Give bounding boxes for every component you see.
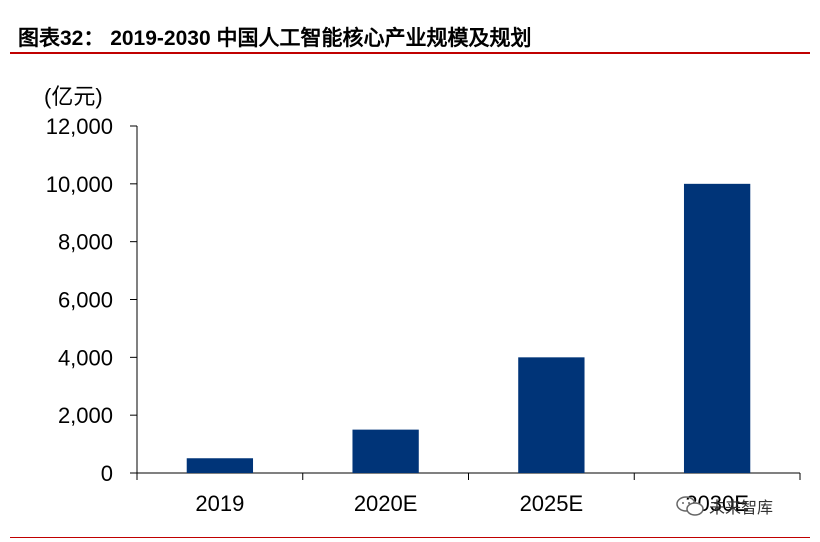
- wechat-icon: [676, 496, 704, 516]
- watermark: 未来智库: [675, 493, 773, 519]
- bar: [518, 357, 585, 473]
- footer-divider: [10, 537, 810, 538]
- x-tick-label: 2020E: [354, 491, 418, 516]
- x-tick-label: 2019: [195, 491, 244, 516]
- chart-title: 图表32： 2019-2030 中国人工智能核心产业规模及规划: [18, 27, 532, 50]
- bar: [186, 458, 254, 473]
- y-tick-label: 12,000: [46, 114, 113, 139]
- watermark-text: 未来智库: [709, 500, 774, 517]
- bar: [683, 183, 751, 474]
- y-tick-label: 4,000: [58, 345, 113, 370]
- chart-header: 图表32： 2019-2030 中国人工智能核心产业规模及规划: [10, 10, 810, 54]
- bar: [352, 429, 419, 473]
- y-tick-label: 10,000: [46, 172, 113, 197]
- y-tick-label: 2,000: [58, 403, 113, 428]
- x-tick-label: 2025E: [520, 491, 584, 516]
- y-tick-label: 8,000: [58, 230, 113, 255]
- y-tick-label: 6,000: [58, 288, 113, 313]
- y-axis-unit-label: (亿元): [44, 84, 103, 109]
- y-tick-label: 0: [101, 461, 113, 486]
